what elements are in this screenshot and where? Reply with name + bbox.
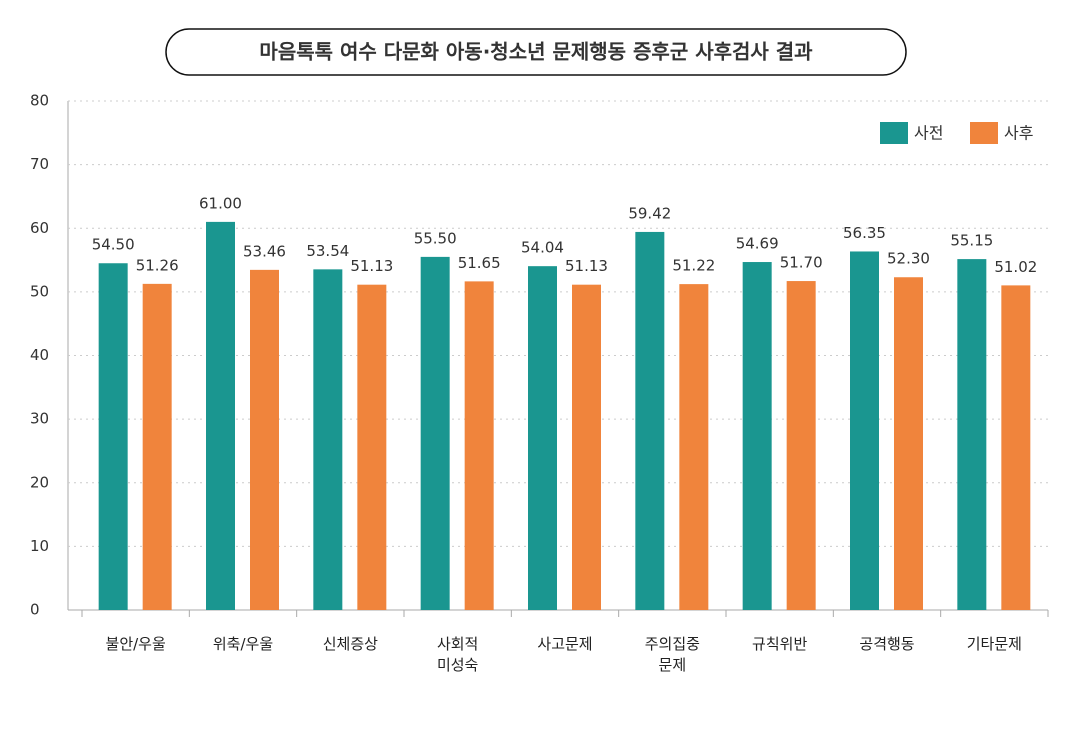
bar <box>635 231 665 610</box>
y-tick-label: 80 <box>30 92 49 110</box>
value-label: 54.69 <box>736 235 779 253</box>
bar <box>679 284 709 610</box>
value-label: 55.15 <box>950 232 993 250</box>
x-tick-label: 사고문제 <box>537 635 593 653</box>
value-label: 54.50 <box>92 236 135 254</box>
bar <box>957 259 987 610</box>
y-tick-label: 30 <box>30 410 49 428</box>
x-tick-label: 불안/우울 <box>105 635 166 653</box>
value-label: 51.13 <box>350 257 393 275</box>
bar <box>894 277 923 610</box>
value-label: 53.54 <box>306 242 349 260</box>
y-tick-label: 40 <box>30 346 49 364</box>
x-tick-label: 규칙위반 <box>752 635 808 653</box>
legend-label: 사후 <box>1004 124 1033 143</box>
value-label: 55.50 <box>414 229 457 247</box>
x-tick-label: 공격행동 <box>859 635 915 653</box>
bar <box>142 283 172 610</box>
x-tick-label: 위축/우울 <box>212 635 274 653</box>
x-tick-label: 사회적 미성숙 <box>436 635 479 674</box>
bar <box>98 263 128 610</box>
bar <box>313 269 343 610</box>
bar <box>357 284 387 610</box>
bar <box>572 284 601 610</box>
value-label: 53.46 <box>243 242 286 260</box>
value-label: 61.00 <box>199 194 242 212</box>
bar <box>250 269 279 610</box>
bar <box>464 281 494 610</box>
title-box <box>165 28 907 76</box>
y-tick-label: 10 <box>30 537 49 555</box>
bar <box>1001 285 1031 610</box>
value-label: 52.30 <box>887 250 930 268</box>
value-label: 51.65 <box>458 254 501 272</box>
y-tick-label: 70 <box>30 155 49 173</box>
bar <box>528 266 557 610</box>
x-tick-label: 신체증상 <box>322 635 378 653</box>
bar <box>206 221 235 610</box>
legend-label: 사전 <box>914 124 943 143</box>
y-tick-label: 50 <box>30 282 49 300</box>
value-label: 51.70 <box>780 254 823 272</box>
y-tick-label: 20 <box>30 473 49 491</box>
chart-title: 마음톡톡 여수 다문화 아동·청소년 문제행동 증후군 사후검사 결과 <box>259 40 813 64</box>
bar <box>420 256 450 610</box>
value-label: 51.26 <box>136 256 179 274</box>
value-label: 54.04 <box>521 239 564 257</box>
value-label: 56.35 <box>843 224 886 242</box>
legend-swatch <box>880 122 908 144</box>
x-tick-label: 주의집중 문제 <box>644 635 700 674</box>
y-tick-label: 60 <box>30 219 49 237</box>
value-label: 51.02 <box>994 258 1037 276</box>
y-tick-label: 0 <box>30 601 40 619</box>
bar <box>786 281 816 610</box>
x-tick-label: 기타문제 <box>966 635 1022 653</box>
bar <box>742 262 772 610</box>
value-label: 51.22 <box>672 257 715 275</box>
value-label: 59.42 <box>628 204 671 222</box>
value-label: 51.13 <box>565 257 608 275</box>
legend-swatch <box>970 122 998 144</box>
bar <box>850 251 879 610</box>
